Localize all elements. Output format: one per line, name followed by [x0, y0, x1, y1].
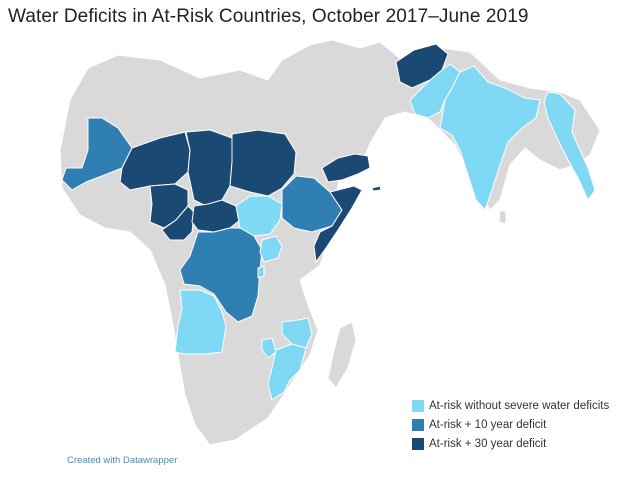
region-angola [174, 289, 227, 355]
region-dr-congo [179, 227, 263, 323]
region-central-african-republic [191, 199, 241, 233]
region-malawi [261, 337, 277, 359]
credit-link[interactable]: Created with Datawrapper [67, 455, 178, 466]
background-land [327, 321, 357, 389]
legend-swatch [412, 437, 424, 450]
region-india [439, 65, 541, 211]
legend-swatch [412, 399, 424, 412]
legend-swatch [412, 418, 424, 431]
map-title: Water Deficits in At-Risk Countries, Oct… [8, 6, 529, 27]
legend-label: At-risk + 30 year deficit [429, 437, 547, 450]
region-yemen [321, 153, 371, 183]
legend-item: At-risk without severe water deficits [412, 396, 609, 415]
region-myanmar [543, 91, 596, 201]
region-yemen-socotra [371, 185, 382, 192]
legend-label: At-risk without severe water deficits [429, 399, 610, 412]
legend-label: At-risk + 10 year deficit [429, 418, 547, 431]
legend-item: At-risk + 30 year deficit [412, 434, 609, 453]
background-land [498, 209, 507, 225]
region-somalia [313, 185, 363, 263]
region-chad [185, 129, 233, 207]
region-burundi [257, 265, 265, 279]
region-mali [61, 117, 133, 191]
region-cameroon [161, 205, 195, 241]
legend: At-risk without severe water deficits At… [412, 396, 609, 453]
region-mozambique [267, 343, 307, 401]
region-tanzania [281, 317, 313, 349]
legend-item: At-risk + 10 year deficit [412, 415, 609, 434]
region-sudan [229, 129, 297, 197]
region-uganda [259, 235, 283, 263]
